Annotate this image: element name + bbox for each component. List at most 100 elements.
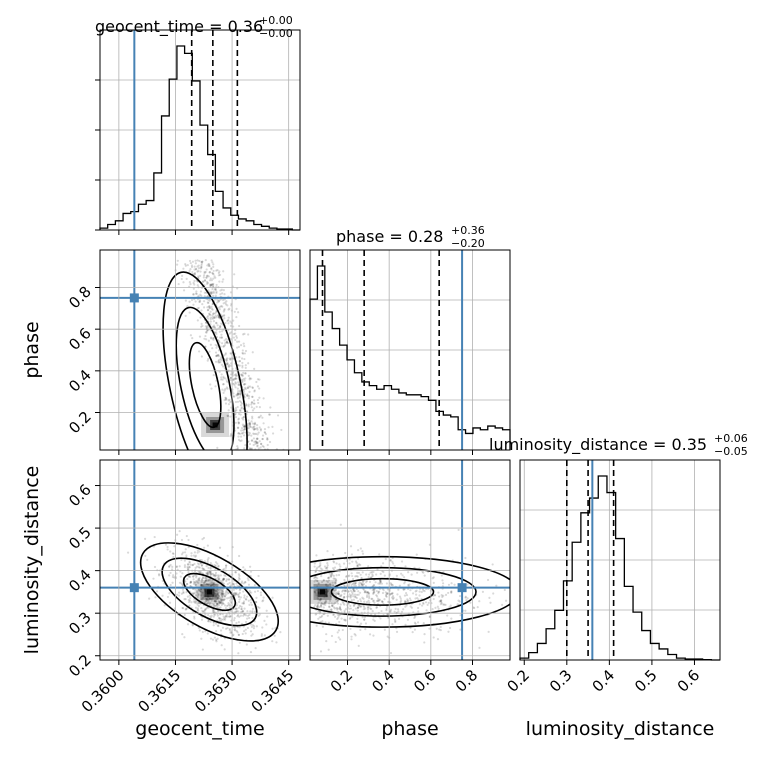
scatter-point	[354, 590, 357, 593]
scatter-point	[342, 602, 345, 605]
scatter-point	[171, 581, 174, 584]
scatter-point	[226, 362, 229, 365]
scatter-point	[327, 589, 330, 592]
scatter-point	[239, 389, 242, 392]
scatter-point	[261, 416, 264, 419]
scatter-point	[243, 447, 246, 450]
scatter-point	[382, 589, 385, 592]
scatter-point	[216, 614, 219, 617]
scatter-point	[397, 588, 400, 591]
scatter-point	[363, 618, 366, 621]
scatter-point	[324, 603, 327, 606]
scatter-point	[227, 591, 231, 595]
scatter-point	[228, 578, 231, 581]
scatter-point	[234, 593, 237, 596]
scatter-point	[168, 574, 171, 577]
scatter-point	[222, 593, 225, 596]
scatter-point	[241, 632, 244, 636]
scatter-point	[202, 567, 206, 571]
scatter-point	[244, 598, 247, 601]
scatter-point	[330, 572, 333, 575]
scatter-point	[362, 605, 366, 608]
density-block	[320, 589, 325, 595]
xlabel-luminosity-distance: luminosity_distance	[526, 718, 715, 740]
scatter-point	[235, 336, 239, 339]
scatter-point	[233, 591, 236, 594]
scatter-point	[432, 597, 435, 601]
scatter-point	[214, 595, 217, 598]
scatter-point	[234, 386, 237, 389]
scatter-point	[213, 575, 217, 578]
scatter-point	[192, 575, 195, 578]
scatter-point	[383, 598, 386, 601]
contour-line	[310, 566, 477, 617]
scatter-point	[367, 606, 370, 609]
scatter-point	[338, 594, 341, 598]
scatter-point	[244, 349, 248, 353]
scatter-point	[249, 565, 252, 568]
scatter-point	[407, 599, 410, 602]
scatter-point	[216, 637, 219, 640]
scatter-point	[249, 650, 253, 654]
scatter-point	[205, 602, 208, 605]
scatter-point	[214, 604, 217, 607]
scatter-point	[175, 572, 178, 575]
scatter-point	[418, 603, 421, 606]
scatter-point	[216, 574, 219, 577]
title-phase-minus: −0.20	[451, 237, 485, 250]
scatter-point	[217, 271, 220, 275]
scatter-point	[199, 590, 203, 593]
scatter-point	[398, 584, 401, 587]
scatter-point	[250, 377, 253, 380]
scatter-point	[247, 386, 250, 390]
scatter-point	[211, 572, 215, 576]
scatter-point	[202, 306, 206, 309]
scatter-point	[255, 625, 258, 628]
scatter-point	[209, 597, 212, 600]
scatter-point	[248, 390, 251, 393]
scatter-point	[188, 566, 191, 569]
scatter-point	[192, 592, 195, 595]
scatter-point	[391, 560, 394, 563]
scatter-point	[343, 589, 346, 592]
scatter-point	[269, 406, 272, 409]
scatter-point	[214, 589, 217, 592]
scatter-point	[212, 284, 215, 288]
scatter-point	[215, 283, 218, 287]
scatter-point	[359, 600, 363, 603]
scatter-point	[367, 599, 370, 602]
scatter-point	[201, 260, 204, 263]
scatter-point	[366, 608, 370, 611]
scatter-point	[333, 607, 336, 610]
scatter-point	[219, 293, 222, 296]
scatter-point	[247, 405, 250, 408]
scatter-point	[217, 593, 220, 597]
scatter-point	[393, 610, 396, 613]
scatter-point	[329, 573, 332, 577]
scatter-point	[249, 570, 253, 573]
scatter-point	[229, 609, 232, 613]
scatter-point	[355, 593, 359, 596]
scatter-point	[205, 276, 208, 279]
scatter-point	[238, 396, 241, 399]
scatter-point	[242, 418, 245, 421]
scatter-point	[258, 440, 261, 443]
scatter-point	[250, 420, 253, 423]
scatter-point	[444, 603, 447, 607]
scatter-point	[239, 390, 242, 393]
scatter-point	[233, 384, 236, 387]
scatter-point	[390, 583, 393, 586]
scatter-point	[178, 591, 181, 594]
scatter-point	[223, 574, 226, 577]
scatter-point	[193, 551, 197, 554]
scatter-point	[193, 591, 196, 594]
scatter-point	[331, 567, 335, 570]
scatter-point	[348, 574, 351, 577]
scatter-point	[434, 606, 437, 609]
scatter-point	[361, 583, 364, 586]
scatter-point	[241, 349, 244, 352]
scatter-point	[200, 260, 203, 264]
scatter-point	[358, 581, 361, 584]
scatter-point	[276, 414, 280, 417]
scatter-point	[377, 592, 380, 595]
